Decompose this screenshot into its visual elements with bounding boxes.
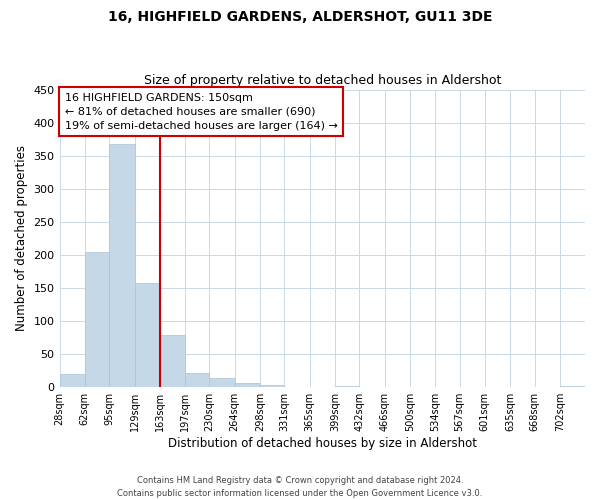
Bar xyxy=(134,284,160,387)
Bar xyxy=(59,374,85,387)
Bar xyxy=(160,335,185,387)
Bar xyxy=(209,378,235,387)
Y-axis label: Number of detached properties: Number of detached properties xyxy=(15,146,28,332)
Bar xyxy=(335,386,359,387)
Bar xyxy=(109,144,134,387)
Bar xyxy=(260,385,284,387)
Bar xyxy=(235,382,260,387)
Bar xyxy=(185,372,209,387)
X-axis label: Distribution of detached houses by size in Aldershot: Distribution of detached houses by size … xyxy=(168,437,477,450)
Title: Size of property relative to detached houses in Aldershot: Size of property relative to detached ho… xyxy=(143,74,501,87)
Text: 16 HIGHFIELD GARDENS: 150sqm
← 81% of detached houses are smaller (690)
19% of s: 16 HIGHFIELD GARDENS: 150sqm ← 81% of de… xyxy=(65,92,338,130)
Text: Contains HM Land Registry data © Crown copyright and database right 2024.
Contai: Contains HM Land Registry data © Crown c… xyxy=(118,476,482,498)
Bar xyxy=(560,386,585,387)
Bar xyxy=(85,252,109,387)
Text: 16, HIGHFIELD GARDENS, ALDERSHOT, GU11 3DE: 16, HIGHFIELD GARDENS, ALDERSHOT, GU11 3… xyxy=(108,10,492,24)
